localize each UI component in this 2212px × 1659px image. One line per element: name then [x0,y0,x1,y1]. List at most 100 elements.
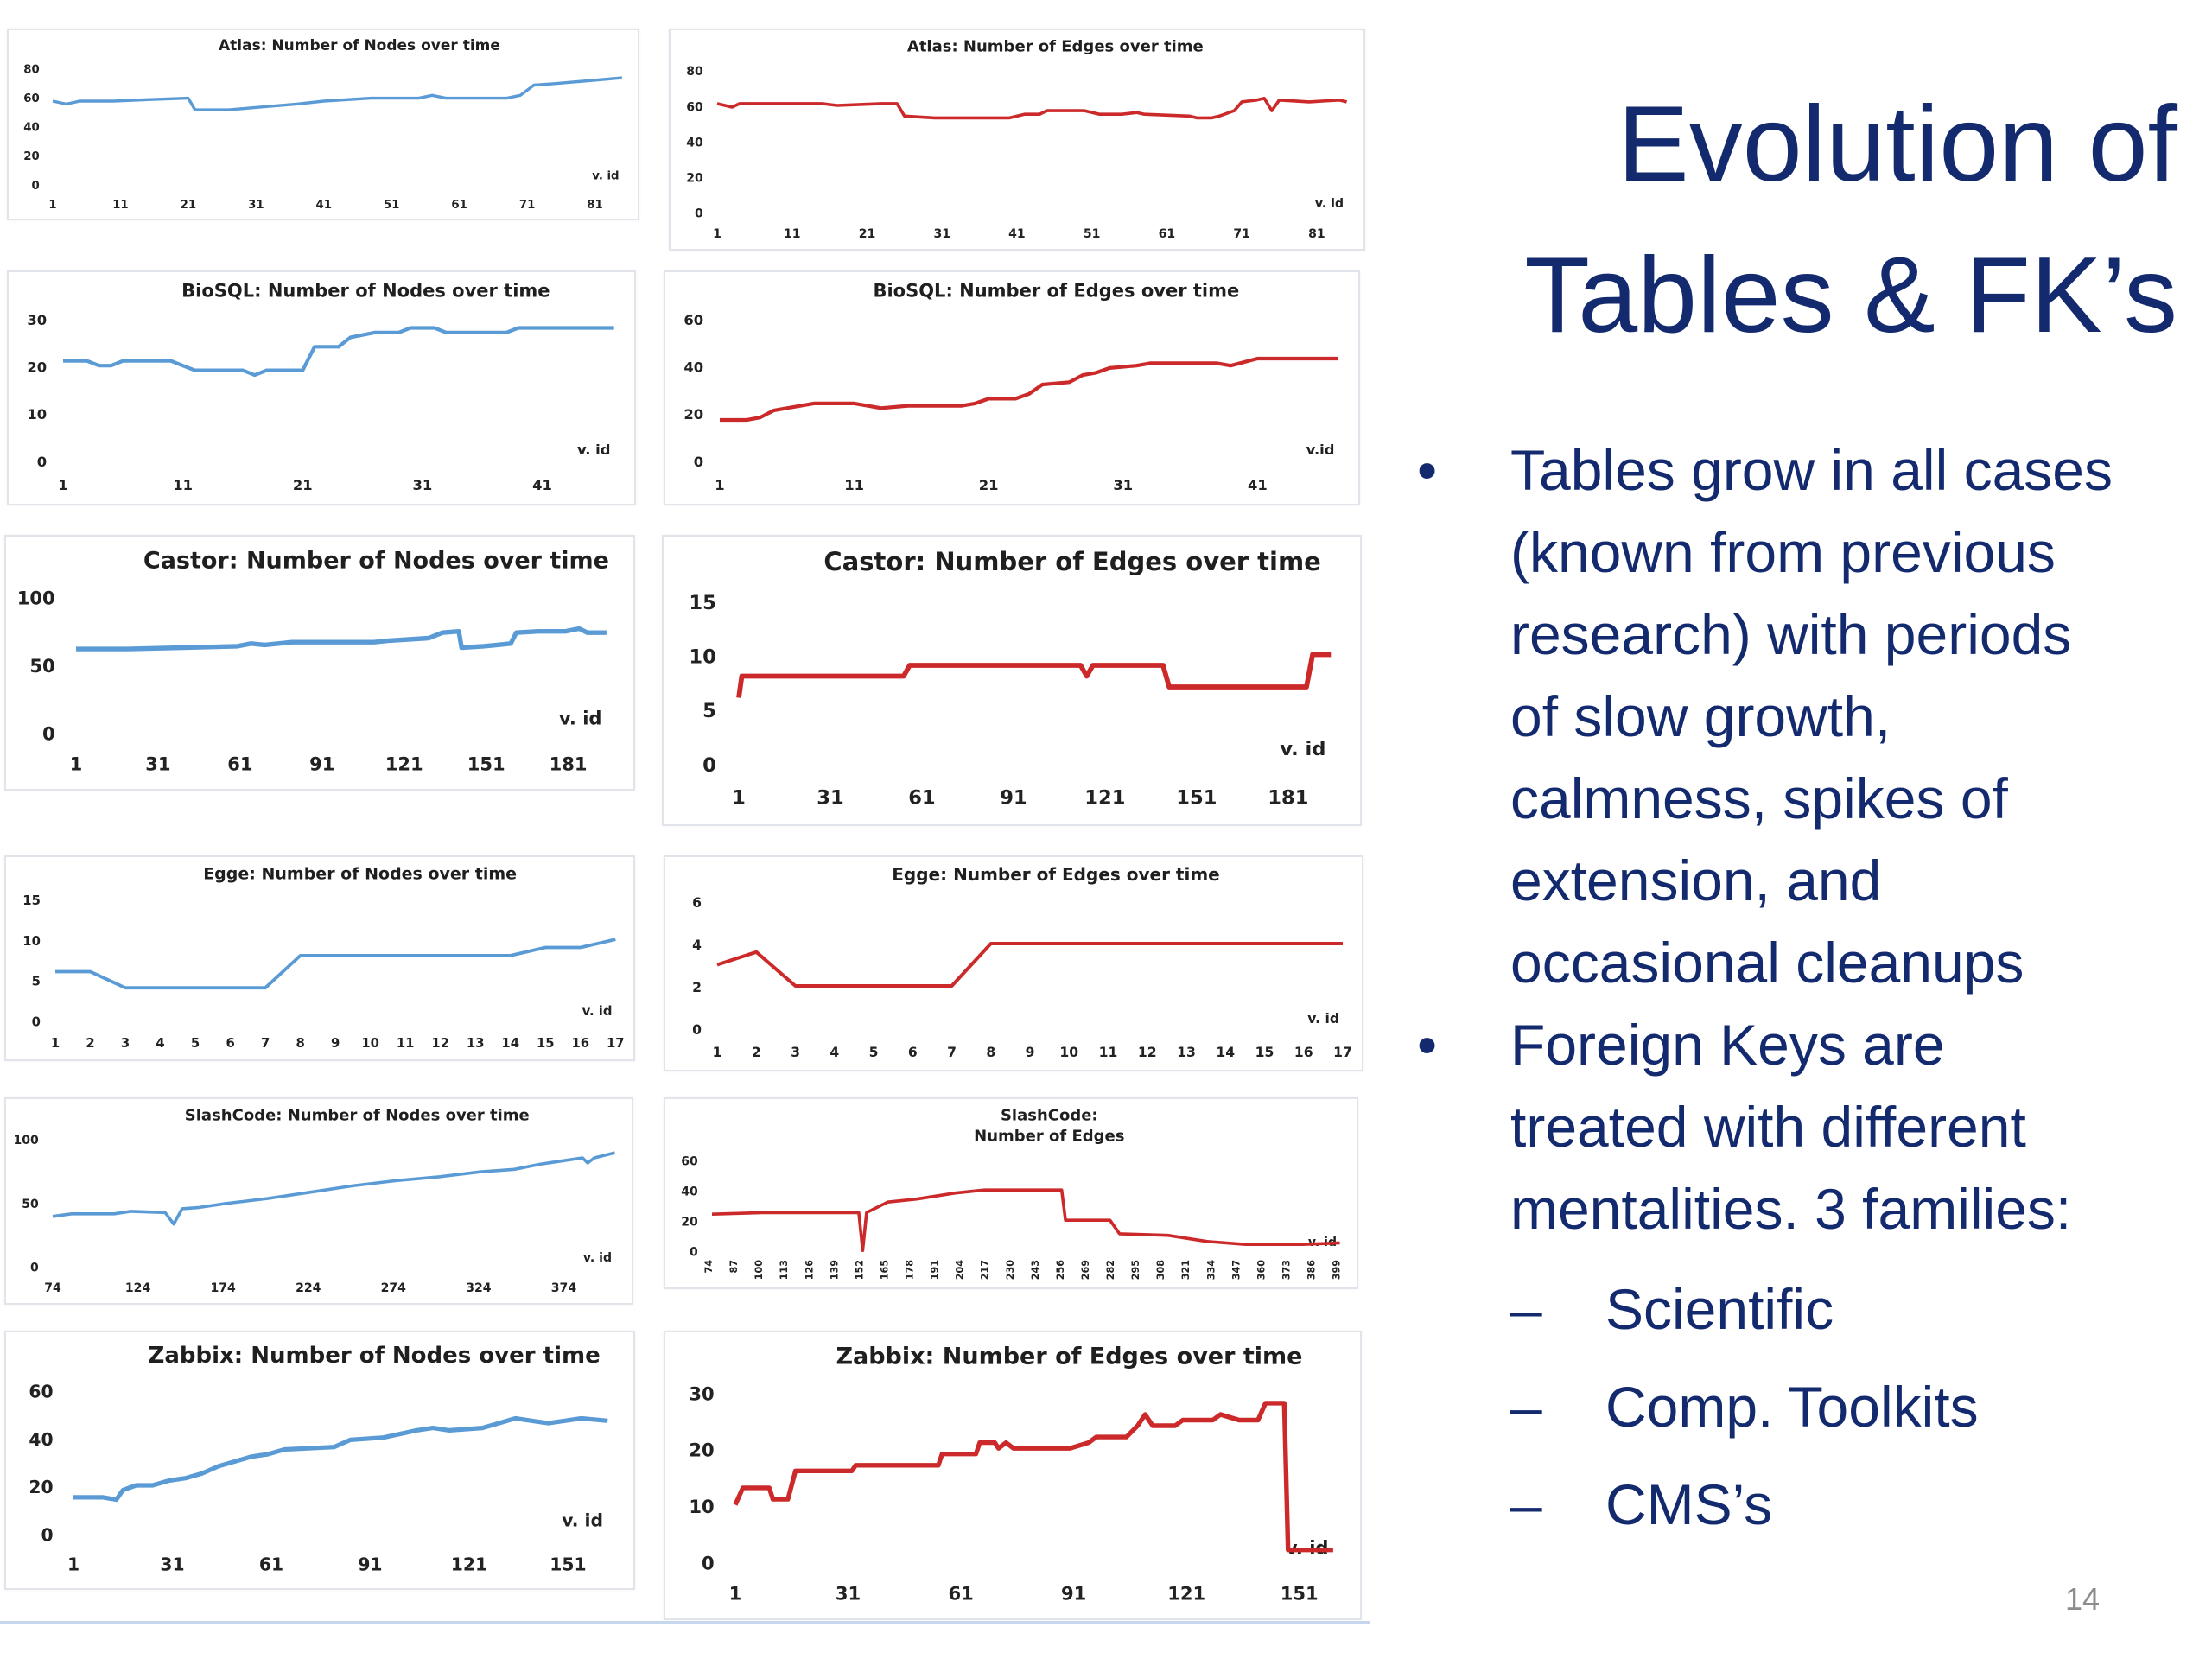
chart-svg: Castor: Number of Nodes over time 0 50 100 1… [17,547,609,774]
chart-title: BioSQL: Number of Edges over time [873,280,1239,301]
x-tick-label: 16 [571,1036,589,1051]
x-tick-label: 386 [1306,1260,1318,1281]
chart-svg: Zabbix: Number of Nodes over time 0 20 40 60… [29,1343,608,1574]
x-tick-label: 8 [296,1036,304,1051]
x-tick-label: 7 [261,1036,270,1051]
y-tick-label: 0 [37,454,47,470]
sub-bullet-scientific: – Scientific [1510,1261,2195,1358]
series-line [720,356,1338,423]
x-tick-label: 399 [1332,1260,1343,1281]
x-tick-label: 9 [1026,1045,1035,1060]
y-tick-label: 40 [681,1185,698,1199]
y-tick-label: 50 [29,655,54,677]
x-tick-label: 10 [1059,1045,1078,1060]
x-axis-label: v. id [582,1004,613,1019]
x-tick-label: 17 [607,1036,625,1051]
x-tick-label: 121 [385,753,423,774]
x-tick-label: 360 [1255,1260,1267,1281]
y-tick-label: 80 [23,63,39,76]
x-tick-label: 204 [955,1260,966,1281]
series-line [63,326,614,378]
chart-panel-castor-edges: Castor: Number of Edges over time 0 5 10 15 1… [662,535,1362,826]
x-tick-label: 31 [817,786,843,809]
y-tick-label: 5 [32,975,41,989]
x-tick-label: 41 [316,199,332,212]
y-tick-label: 100 [17,587,55,608]
bullet-item-foreign-keys: • Foreign Keys are treated with differen… [1417,1004,2195,1554]
x-tick-label: 91 [1000,786,1027,809]
x-tick-label: 9 [331,1036,340,1051]
x-axis-label: v. id [583,1251,612,1265]
x-tick-label: 5 [191,1036,200,1051]
bullet-line: occasional cleanups [1510,931,2024,995]
x-tick-label: 321 [1180,1260,1192,1280]
x-axis-label: v. id [1315,197,1344,211]
x-tick-label: 31 [836,1582,861,1604]
x-tick-label: 1 [713,1045,722,1060]
x-tick-label: 91 [309,753,334,774]
x-axis-label: v. id [1280,738,1325,760]
x-tick-label: 4 [830,1045,839,1060]
x-tick-label: 31 [1113,477,1133,493]
x-tick-label: 41 [1008,227,1026,241]
x-tick-label: 91 [1061,1582,1086,1604]
y-tick-label: 6 [692,895,702,911]
x-tick-label: 15 [537,1036,555,1051]
x-tick-label: 256 [1055,1260,1066,1281]
x-tick-label: 1 [715,477,724,493]
x-tick-label: 1 [48,199,56,212]
x-tick-label: 81 [587,199,602,212]
y-tick-label: 10 [689,646,715,669]
slide-title-line-2: Tables & FK’s [1524,236,2177,355]
x-tick-label: 181 [550,753,588,774]
x-axis-label: v. id [562,1510,603,1531]
series-line [76,626,607,652]
x-tick-label: 2 [86,1036,94,1051]
x-tick-label: 71 [519,199,535,212]
chart-title: Castor: Number of Nodes over time [143,547,609,574]
y-tick-label: 0 [702,1552,715,1573]
chart-panel-castor-nodes: Castor: Number of Nodes over time 0 50 100 1… [4,535,635,791]
x-tick-label: 4 [156,1036,164,1051]
x-tick-label: 61 [259,1554,283,1574]
x-tick-label: 87 [728,1260,740,1274]
y-tick-label: 0 [702,754,716,777]
x-tick-label: 91 [358,1554,382,1574]
bullet-line: (known from previous [1510,520,2056,584]
y-tick-label: 60 [683,312,703,328]
x-tick-label: 1 [732,786,746,809]
x-tick-label: 3 [791,1045,800,1060]
y-tick-label: 15 [689,592,715,614]
chart-panel-zabbix-nodes: Zabbix: Number of Nodes over time 0 20 40 60… [4,1331,635,1590]
sub-bullet-list: – Scientific – Comp. Toolkits – CMS’s [1510,1261,2195,1554]
y-tick-label: 10 [689,1496,714,1517]
x-tick-label: 121 [451,1554,487,1574]
x-tick-label: 8 [986,1045,995,1060]
x-tick-label: 21 [181,199,196,212]
chart-title: SlashCode: Number of Nodes over time [185,1106,530,1124]
x-tick-label: 6 [908,1045,918,1060]
y-tick-label: 5 [702,700,716,722]
chart-title: Atlas: Number of Edges over time [907,37,1204,55]
bullet-marker: • [1417,1013,1438,1077]
y-tick-label: 60 [23,92,39,105]
chart-panel-egge-nodes: Egge: Number of Nodes over time 0 5 10 15 1 2 3… [4,855,635,1061]
chart-panel-zabbix-edges: Zabbix: Number of Edges over time 0 10 20 30… [664,1331,1362,1620]
y-tick-label: 10 [27,406,47,423]
x-tick-label: 14 [1216,1045,1235,1060]
x-tick-label: 121 [1167,1582,1205,1604]
y-tick-label: 20 [23,150,39,163]
x-tick-label: 334 [1205,1260,1217,1281]
y-tick-label: 20 [27,359,47,376]
chart-title: Castor: Number of Edges over time [823,547,1320,576]
sub-bullet-label: CMS’s [1605,1472,1773,1536]
x-tick-label: 13 [467,1036,485,1051]
y-tick-label: 0 [42,722,55,744]
sub-bullet-label: Scientific [1605,1277,1834,1341]
chart-title: BioSQL: Number of Nodes over time [181,280,550,301]
x-tick-label: 12 [431,1036,449,1051]
x-tick-label: 165 [879,1260,890,1280]
x-tick-label: 51 [1084,227,1101,241]
y-tick-label: 40 [29,1429,53,1450]
x-tick-label: 61 [948,1582,973,1604]
